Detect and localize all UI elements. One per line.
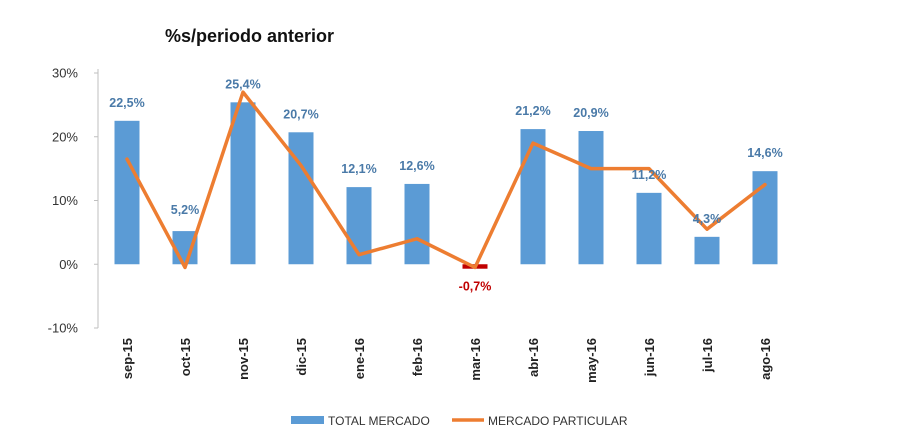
line-point [473,266,477,269]
bar-series [114,102,778,269]
line-point [763,183,767,186]
y-tick-label: 0% [59,257,78,272]
line-point [705,227,709,231]
x-tick-label: ene-16 [352,338,367,379]
bar-abr-16 [520,129,546,265]
bar-nov-15 [230,102,256,265]
legend-swatch-total-mercado [291,416,324,424]
bar-jul-16 [694,236,720,265]
line-point [299,164,303,167]
x-tick-label: abr-16 [526,338,541,377]
data-label: 5,2% [171,203,200,217]
x-axis: sep-15 oct-15 nov-15 dic-15 ene-16 feb-16 mar-… [120,338,773,383]
legend: TOTAL MERCADO MERCADO PARTICULAR [291,414,628,428]
data-label: 12,6% [399,159,434,173]
bar-feb-16 [404,183,430,265]
y-tick-label: 10% [52,193,78,208]
x-tick-label: mar-16 [468,338,483,381]
line-point [647,167,651,170]
data-label: 4,3% [693,212,722,226]
data-label: 20,9% [573,106,608,120]
data-label: 25,4% [225,77,260,91]
x-tick-label: jul-16 [700,338,715,373]
x-tick-label: oct-15 [178,338,193,376]
x-tick-label: nov-15 [236,338,251,380]
x-tick-label: feb-16 [410,338,425,376]
data-label: 11,2% [632,168,667,182]
line-point [589,167,593,170]
legend-label-total-mercado: TOTAL MERCADO [328,414,430,428]
data-label: 22,5% [109,96,144,110]
data-label: 14,6% [747,146,782,160]
data-label: 20,7% [283,107,318,121]
bar-may-16 [578,131,604,265]
line-series [125,90,767,270]
data-label: 21,2% [515,104,550,118]
line-point [415,237,419,240]
y-tick-label: 30% [52,66,78,81]
line-point [241,90,245,94]
x-tick-label: may-16 [584,338,599,383]
y-tick-label: 20% [52,129,78,144]
line-mercado-particular [125,90,767,270]
y-tick-label: -10% [48,321,79,336]
y-axis: 30% 20% 10% 0% -10% [48,66,99,336]
line-point [183,266,187,269]
line-point [125,157,129,161]
bar-jun-16 [636,192,662,265]
x-tick-label: ago-16 [758,338,773,380]
line-point [531,141,535,145]
x-tick-label: sep-15 [120,338,135,379]
data-labels: 22,5% 5,2% 25,4% 20,7% 12,1% 12,6% -0,7% 21,2% 2… [109,77,782,293]
x-tick-label: jun-16 [642,338,657,377]
x-tick-label: dic-15 [294,338,309,376]
data-label: -0,7% [459,280,492,294]
chart-title: %s/periodo anterior [165,26,334,46]
legend-label-mercado-particular: MERCADO PARTICULAR [488,414,628,428]
bar-sep-15 [114,120,140,265]
data-label: 12,1% [341,162,376,176]
line-point [357,253,361,256]
